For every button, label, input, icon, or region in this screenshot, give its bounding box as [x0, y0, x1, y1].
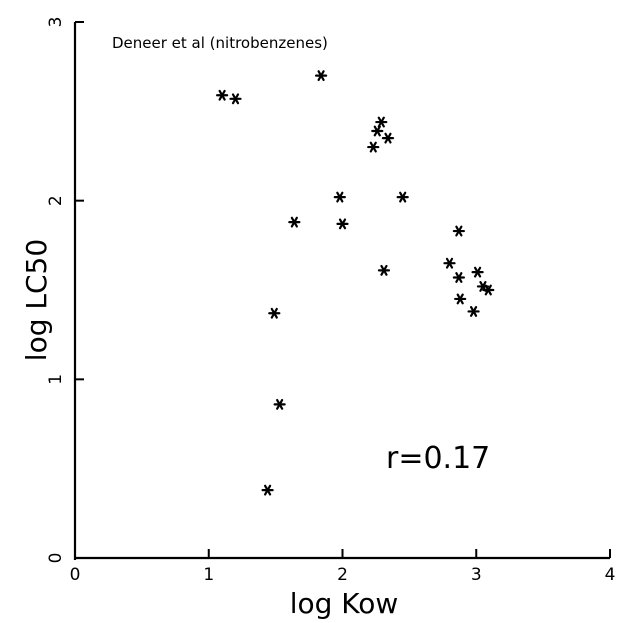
data-point [216, 89, 229, 101]
data-point [467, 306, 480, 317]
correlation-annotation: r=0.17 [386, 441, 490, 476]
data-point [273, 398, 286, 410]
x-tick-label: 4 [605, 565, 616, 585]
ticks: 0 1 2 3 4 0 1 2 3 [46, 17, 615, 585]
x-tick-label: 1 [203, 565, 214, 585]
chart-title: Deneer et al (nitrobenzenes) [112, 34, 328, 52]
data-point [315, 70, 328, 82]
y-axis-title: log LC50 [20, 239, 53, 361]
data-point [377, 264, 391, 276]
data-point [452, 272, 465, 283]
data-point [454, 293, 467, 305]
data-point [333, 191, 346, 203]
data-point [367, 141, 380, 153]
data-point [261, 484, 274, 496]
data-point [268, 307, 281, 319]
data-point [229, 93, 242, 105]
x-tick-label: 2 [337, 565, 348, 585]
y-tick-label: 2 [46, 195, 66, 206]
y-tick-label: 1 [46, 374, 66, 385]
data-point [396, 191, 409, 203]
data-point [452, 225, 465, 237]
data-point [482, 284, 495, 296]
data-point [443, 257, 456, 269]
y-tick-label: 0 [46, 553, 66, 564]
x-tick-label: 0 [70, 565, 81, 585]
data-point [381, 132, 395, 144]
axes [73, 22, 610, 560]
data-point [288, 216, 301, 228]
data-point [336, 218, 349, 230]
data-point [471, 266, 484, 278]
data-point [375, 116, 388, 128]
y-tick-label: 3 [46, 17, 66, 28]
x-tick-label: 3 [471, 565, 482, 585]
data-points [216, 70, 495, 496]
x-axis-title: log Kow [290, 587, 399, 620]
data-point [371, 125, 384, 137]
